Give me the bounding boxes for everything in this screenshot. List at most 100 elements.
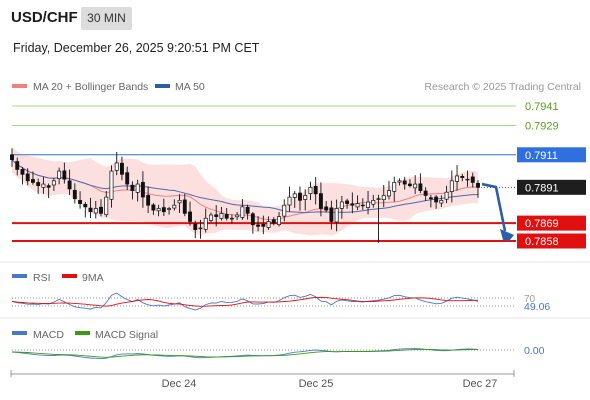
candle-body <box>298 192 302 201</box>
candle-body <box>402 180 407 185</box>
candle <box>156 204 161 217</box>
x-tick-label: Dec 25 <box>299 378 334 390</box>
candle <box>125 166 130 190</box>
candle <box>146 186 151 214</box>
candle-body <box>360 204 365 207</box>
rsi-level-label: 70 <box>524 294 536 305</box>
candle <box>219 206 224 221</box>
candle-body <box>329 207 334 222</box>
candle <box>366 190 370 215</box>
forecast-arrow-head <box>500 229 514 241</box>
support-red-level-tag: 0.7858 <box>517 233 586 249</box>
candle <box>25 168 30 186</box>
macd-signal-line <box>11 348 479 358</box>
rsi-signal-legend-label: 9MA <box>82 272 104 284</box>
candle-body <box>219 212 224 219</box>
price-tag-bg <box>517 179 586 195</box>
candle <box>188 201 192 226</box>
candle <box>161 198 166 216</box>
candle-body <box>413 183 418 189</box>
candle <box>334 199 339 232</box>
candle-body <box>188 211 192 222</box>
symbol-title: USD/CHF <box>11 9 78 26</box>
candle <box>99 199 103 217</box>
candle <box>444 185 449 204</box>
price-tag-bg <box>517 147 586 163</box>
last-price-tag: 0.7891 <box>517 179 586 195</box>
candle <box>318 182 323 217</box>
candle-body <box>292 193 297 198</box>
rsi-signal-legend-swatch <box>62 274 77 278</box>
candle-body <box>476 182 480 188</box>
candle-body <box>256 224 261 227</box>
candle <box>140 171 145 208</box>
candle <box>167 206 172 215</box>
candle <box>36 178 41 194</box>
candle <box>15 157 20 176</box>
candle-body <box>397 180 402 183</box>
resistance-green-level-tag: 0.7941 <box>525 101 559 113</box>
candle <box>423 187 428 201</box>
candle-body <box>303 195 308 200</box>
forecast-arrow <box>481 182 514 241</box>
candle <box>339 196 344 219</box>
candle-body <box>371 199 376 205</box>
candlesticks <box>10 148 480 243</box>
candle <box>151 203 156 215</box>
forecast-arrow-shaft <box>481 182 507 232</box>
macd-pane: MACD MACD Signal 0.00 <box>11 329 545 360</box>
candle-body <box>387 190 391 197</box>
rsi-legend-label: RSI <box>33 272 51 284</box>
candle <box>470 172 475 188</box>
candle <box>449 170 454 203</box>
candle <box>57 167 62 185</box>
candle <box>130 181 135 200</box>
candle-body <box>120 162 124 175</box>
candle <box>235 212 240 221</box>
candle-body <box>229 217 234 220</box>
candle <box>214 205 219 227</box>
candle <box>209 212 213 223</box>
candle <box>313 177 318 205</box>
candle-body <box>313 185 318 195</box>
timeframe-badge[interactable]: 30 MIN <box>81 7 132 30</box>
candle-body <box>167 208 172 210</box>
candle <box>30 171 35 185</box>
candle-body <box>209 214 213 221</box>
candle-body <box>72 189 77 200</box>
candle-body <box>235 214 240 218</box>
candle-body <box>140 181 145 198</box>
candle <box>345 198 350 209</box>
candle-body <box>104 196 109 216</box>
ma20-legend-swatch <box>12 84 27 88</box>
candle-body <box>277 216 281 225</box>
candle-body <box>287 196 292 206</box>
x-tick-label: Dec 27 <box>463 378 498 390</box>
candle <box>397 178 402 186</box>
candle-body <box>460 176 465 178</box>
candle <box>193 220 198 239</box>
candle <box>41 176 46 194</box>
candle <box>104 191 109 218</box>
candle-body <box>381 195 386 201</box>
candle <box>10 148 14 167</box>
candle-body <box>172 204 177 209</box>
macd-zero-label: 0.00 <box>524 345 545 357</box>
candle-body <box>130 184 135 191</box>
candle <box>324 200 329 213</box>
candle <box>455 165 460 191</box>
candle <box>277 212 281 227</box>
bollinger-band-area <box>12 146 478 236</box>
candle <box>360 198 365 210</box>
price-tag-label: 0.7869 <box>525 218 559 230</box>
candle-body <box>25 173 30 182</box>
candle <box>460 173 465 182</box>
candle <box>120 156 124 181</box>
macd-line <box>11 348 479 360</box>
bollinger-bands <box>12 146 478 236</box>
candle-body <box>428 197 433 200</box>
candle-body <box>455 175 460 182</box>
candle-body <box>308 186 313 194</box>
candle-body <box>135 183 140 193</box>
candle <box>303 189 308 211</box>
